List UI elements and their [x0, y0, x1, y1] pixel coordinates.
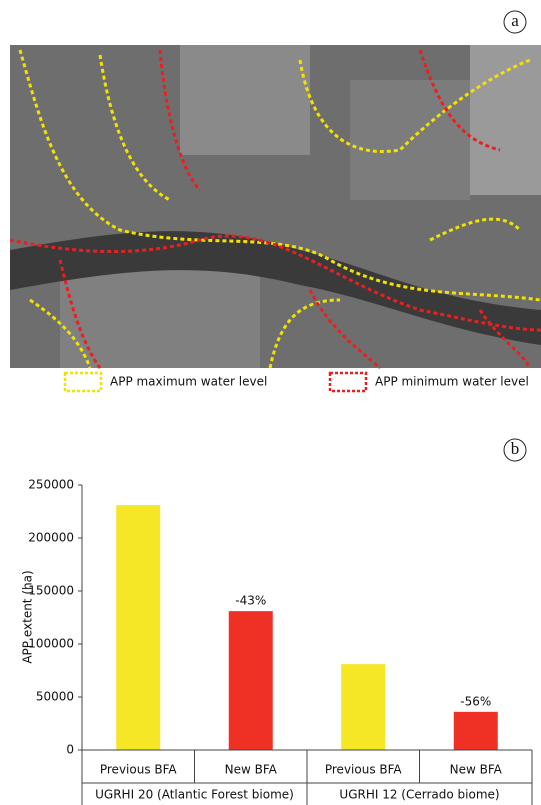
legend-swatch [65, 373, 101, 391]
bar [116, 505, 160, 750]
legend-label: APP maximum water level [110, 375, 267, 389]
y-tick-label: 100000 [28, 637, 74, 651]
bar-annotation: -43% [235, 594, 266, 608]
group-label: UGRHI 20 (Atlantic Forest biome) [95, 788, 294, 802]
legend-label: APP minimum water level [375, 375, 529, 389]
legend-swatch [330, 373, 366, 391]
group-label: UGRHI 12 (Cerrado biome) [339, 788, 499, 802]
x-tick-label: Previous BFA [100, 763, 178, 777]
y-tick-label: 250000 [28, 478, 74, 492]
panel-label: a [511, 11, 519, 30]
panel-label: b [511, 439, 520, 458]
figure: a b APP extent (ha) APP maximum water le… [0, 0, 541, 805]
bar [341, 664, 385, 750]
x-tick-label: New BFA [450, 763, 503, 777]
y-tick-label: 150000 [28, 584, 74, 598]
x-tick-label: New BFA [225, 763, 278, 777]
y-tick-label: 200000 [28, 531, 74, 545]
x-tick-label: Previous BFA [325, 763, 403, 777]
page: a b APP extent (ha) APP maximum water le… [0, 0, 541, 805]
bar [229, 611, 273, 750]
bar-annotation: -56% [460, 694, 491, 708]
satellite-image [10, 45, 541, 368]
y-tick-label: 50000 [36, 690, 74, 704]
y-tick-label: 0 [66, 743, 74, 757]
bar [454, 712, 498, 750]
